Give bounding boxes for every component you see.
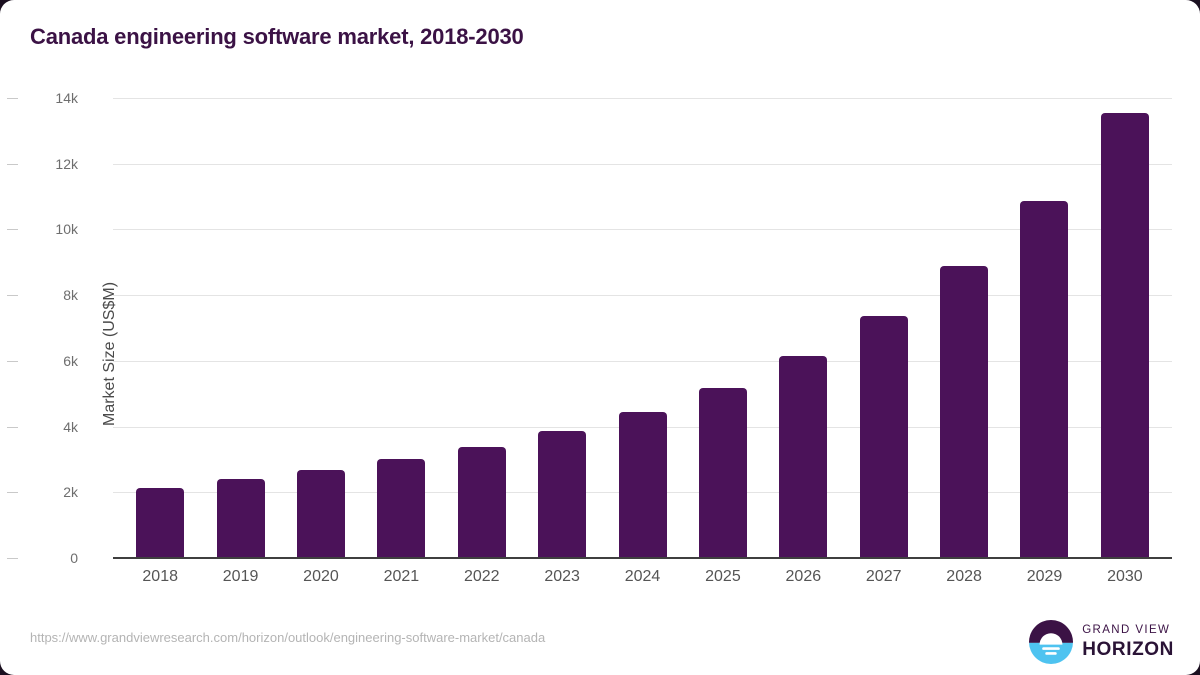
y-axis-tick-mark bbox=[7, 360, 18, 362]
x-axis-tick-label-2027: 2027 bbox=[865, 568, 902, 585]
y-axis-tick-mark bbox=[7, 163, 18, 165]
bar-slot bbox=[361, 98, 441, 558]
y-axis-tick-label: 10k bbox=[7, 221, 78, 237]
bar-2018[interactable] bbox=[136, 488, 185, 558]
bar-slot bbox=[683, 98, 763, 558]
logo-line-grand-view: GRAND VIEW bbox=[1082, 624, 1171, 637]
bar-slot bbox=[602, 98, 682, 558]
bar-series bbox=[113, 98, 1172, 558]
bar-slot bbox=[442, 98, 522, 558]
y-axis-tick-mark bbox=[7, 492, 18, 494]
x-axis-ticks: 2018 2019 2020 2021 2022 2023 2024 2025 2026 2027… bbox=[113, 568, 1172, 586]
x-axis-tick-label-2021: 2021 bbox=[383, 568, 420, 585]
x-axis-tick-label-2026: 2026 bbox=[785, 568, 822, 585]
bar-slot bbox=[763, 98, 843, 558]
source-url[interactable]: https://www.grandviewresearch.com/horizo… bbox=[30, 630, 546, 645]
bar-2030[interactable] bbox=[1100, 112, 1149, 558]
y-axis-tick-label: 4k bbox=[7, 419, 78, 435]
bar-slot bbox=[1004, 98, 1084, 558]
grand-view-horizon-logo[interactable]: GRAND VIEW HORIZON bbox=[1029, 620, 1174, 664]
x-axis-tick-label-2018: 2018 bbox=[142, 568, 178, 585]
gridline bbox=[113, 229, 1172, 231]
gridline bbox=[113, 98, 1172, 99]
bar-2021[interactable] bbox=[377, 459, 426, 558]
y-axis-tick-mark bbox=[7, 426, 18, 428]
bar-2028[interactable] bbox=[940, 266, 989, 558]
y-axis-tick-label: 2k bbox=[7, 484, 78, 500]
bar-2023[interactable] bbox=[538, 430, 587, 558]
y-axis-tick-label: 14k bbox=[7, 90, 78, 106]
x-axis-tick-label-2029: 2029 bbox=[1026, 568, 1063, 585]
bar-2022[interactable] bbox=[457, 446, 506, 558]
y-axis-tick-mark bbox=[7, 295, 18, 297]
logo-wordmark: GRAND VIEW HORIZON bbox=[1082, 625, 1174, 659]
bar-slot bbox=[120, 98, 200, 558]
y-axis-tick-mark bbox=[7, 98, 18, 99]
y-axis-tick-mark bbox=[7, 229, 18, 231]
x-axis-tick-label-2020: 2020 bbox=[303, 568, 339, 585]
gridline bbox=[113, 163, 1172, 165]
x-axis-line bbox=[113, 557, 1172, 559]
bar-slot bbox=[1085, 98, 1165, 558]
x-axis-tick-label-2030: 2030 bbox=[1107, 568, 1143, 585]
y-axis-tick-label: 8k bbox=[7, 287, 78, 303]
bar-2029[interactable] bbox=[1020, 200, 1069, 558]
bar-slot bbox=[522, 98, 602, 558]
page-title: Canada engineering software market, 2018… bbox=[30, 24, 524, 49]
bar-2025[interactable] bbox=[698, 387, 747, 558]
y-axis-tick-label: 6k bbox=[7, 353, 78, 369]
plot-area: 0 2k 4k 6k 8k 10k 12k 14k Market Size (US$M) bbox=[7, 90, 1172, 566]
y-axis-tick-label: 12k bbox=[7, 156, 78, 172]
bar-2026[interactable] bbox=[779, 355, 828, 558]
gridline bbox=[113, 360, 1172, 362]
bar-slot bbox=[844, 98, 924, 558]
x-axis-tick-label-2028: 2028 bbox=[946, 568, 982, 585]
x-axis-tick-label-2019: 2019 bbox=[222, 568, 259, 585]
bar-slot bbox=[200, 98, 280, 558]
bar-slot bbox=[281, 98, 361, 558]
bar-2027[interactable] bbox=[859, 316, 908, 558]
bar-2024[interactable] bbox=[618, 411, 667, 558]
bar-2019[interactable] bbox=[216, 479, 265, 558]
y-axis-tick-label: 0 bbox=[7, 550, 78, 566]
horizon-sun-circle-icon bbox=[1029, 620, 1074, 664]
logo-line-horizon: HORIZON bbox=[1082, 638, 1174, 660]
y-axis-tick-mark bbox=[7, 558, 18, 559]
x-axis-tick-label-2025: 2025 bbox=[705, 568, 741, 585]
bar-slot bbox=[924, 98, 1004, 558]
x-axis-tick-label-2024: 2024 bbox=[624, 568, 661, 585]
bar-2020[interactable] bbox=[296, 469, 345, 558]
x-axis-tick-label-2022: 2022 bbox=[463, 568, 500, 585]
x-axis-tick-label-2023: 2023 bbox=[544, 568, 580, 585]
gridline bbox=[113, 295, 1172, 297]
